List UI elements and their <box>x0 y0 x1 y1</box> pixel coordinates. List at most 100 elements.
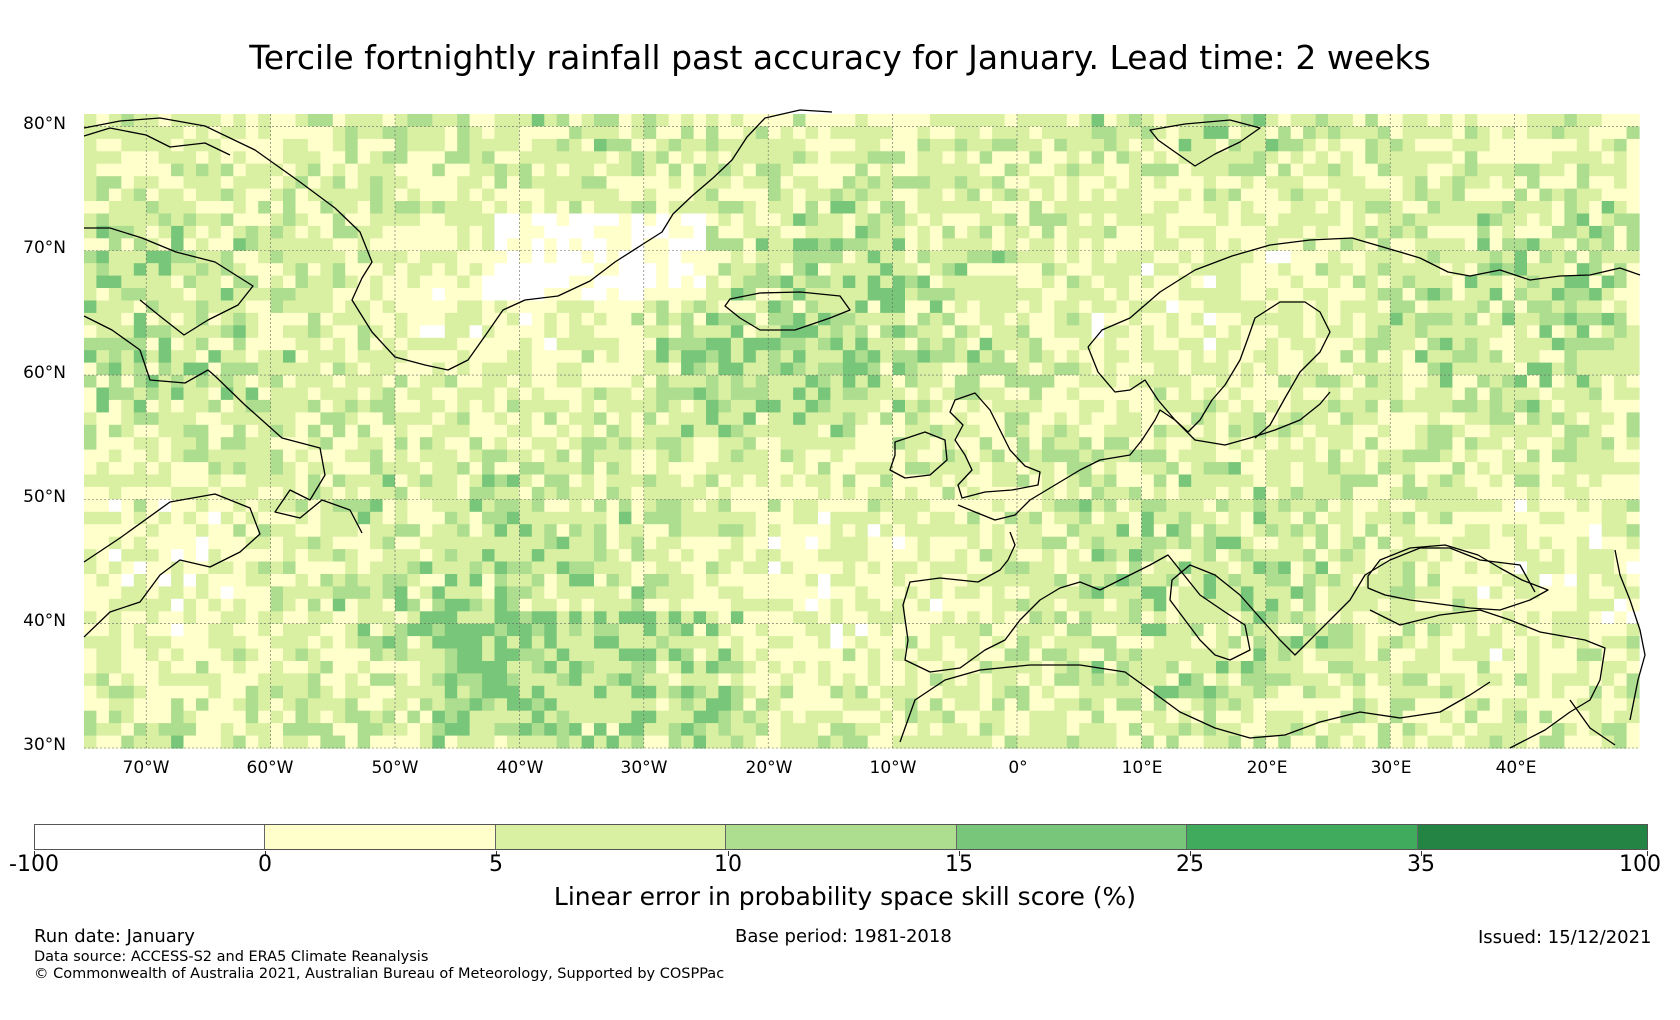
grid-cell <box>1390 225 1404 239</box>
grid-cell <box>307 350 321 364</box>
grid-cell <box>96 275 110 289</box>
grid-cell <box>196 412 209 426</box>
grid-cell <box>1153 300 1167 314</box>
grid-cell <box>1240 163 1254 177</box>
grid-cell <box>1216 524 1229 538</box>
grid-cell <box>320 437 334 451</box>
grid-cell <box>793 598 807 612</box>
grid-cell <box>108 176 122 190</box>
grid-cell <box>233 437 247 451</box>
grid-cell <box>706 138 719 152</box>
grid-cell <box>1041 412 1055 426</box>
grid-cell <box>283 524 296 538</box>
grid-cell <box>892 176 906 190</box>
grid-cell <box>1278 312 1292 326</box>
grid-cell <box>631 362 645 376</box>
grid-cell <box>718 474 732 488</box>
grid-cell <box>233 474 247 488</box>
grid-cell <box>1377 350 1391 364</box>
grid-cell <box>507 238 520 252</box>
grid-cell <box>295 499 309 513</box>
grid-cell <box>183 225 197 239</box>
grid-cell <box>1178 163 1192 177</box>
grid-cell <box>780 288 794 301</box>
grid-cell <box>295 598 309 612</box>
grid-cell <box>880 188 894 202</box>
grid-cell <box>1527 536 1540 550</box>
grid-cell <box>1253 486 1267 500</box>
grid-cell <box>1203 437 1217 451</box>
grid-cell <box>220 151 234 165</box>
grid-cell <box>544 598 558 612</box>
grid-cell <box>905 424 918 438</box>
grid-cell <box>1415 561 1429 575</box>
grid-cell <box>1452 375 1466 389</box>
grid-cell <box>1502 486 1516 500</box>
grid-cell <box>382 549 396 563</box>
grid-cell <box>96 213 110 227</box>
grid-cell <box>245 151 259 165</box>
grid-cell <box>1601 586 1615 600</box>
grid-cell <box>768 238 782 252</box>
grid-cell <box>332 486 346 500</box>
grid-cell <box>1278 263 1292 277</box>
grid-cell <box>905 536 918 550</box>
grid-cell <box>1315 549 1329 563</box>
grid-cell <box>1352 549 1366 563</box>
grid-cell <box>892 375 906 389</box>
grid-cell <box>1502 574 1516 587</box>
grid-cell <box>1129 387 1142 401</box>
grid-cell <box>1601 486 1615 500</box>
grid-cell <box>1539 536 1553 550</box>
grid-cell <box>158 536 172 550</box>
grid-cell <box>681 511 695 525</box>
grid-cell <box>905 437 918 451</box>
grid-cell <box>1203 201 1217 214</box>
grid-cell <box>233 486 247 500</box>
grid-cell <box>1278 362 1292 376</box>
grid-cell <box>1141 163 1155 177</box>
grid-cell <box>283 114 296 127</box>
grid-cell <box>594 424 607 438</box>
grid-cell <box>706 126 719 140</box>
grid-cell <box>1017 486 1030 500</box>
grid-cell <box>121 325 135 339</box>
grid-cell <box>1303 263 1317 277</box>
grid-cell <box>917 250 931 264</box>
grid-cell <box>1352 561 1366 575</box>
grid-cell <box>693 399 707 413</box>
grid-cell <box>158 163 172 177</box>
grid-cell <box>1477 437 1491 451</box>
grid-cell <box>1029 561 1043 575</box>
grid-cell <box>1415 350 1429 364</box>
grid-cell <box>332 387 346 401</box>
grid-cell <box>370 586 384 600</box>
grid-cell <box>146 225 160 239</box>
grid-cell <box>544 325 558 339</box>
grid-cell <box>718 375 732 389</box>
grid-cell <box>992 114 1006 127</box>
grid-cell <box>307 114 321 127</box>
grid-cell <box>270 362 284 376</box>
grid-cell <box>830 399 844 413</box>
grid-cell <box>1216 350 1229 364</box>
grid-cell <box>283 586 296 600</box>
grid-cell <box>917 114 931 127</box>
grid-cell <box>1576 524 1590 538</box>
grid-cell <box>793 312 807 326</box>
grid-cell <box>531 598 545 612</box>
grid-cell <box>1390 424 1404 438</box>
grid-cell <box>1079 412 1093 426</box>
grid-cell <box>992 462 1006 476</box>
grid-cell <box>1527 449 1540 463</box>
grid-cell <box>158 288 172 301</box>
grid-cell <box>979 213 993 227</box>
grid-cell <box>1303 312 1317 326</box>
grid-cell <box>121 362 135 376</box>
grid-cell <box>1004 549 1018 563</box>
grid-cell <box>544 511 558 525</box>
grid-cell <box>1464 350 1478 364</box>
grid-cell <box>270 387 284 401</box>
grid-cell <box>892 275 906 289</box>
grid-cell <box>1141 598 1155 612</box>
